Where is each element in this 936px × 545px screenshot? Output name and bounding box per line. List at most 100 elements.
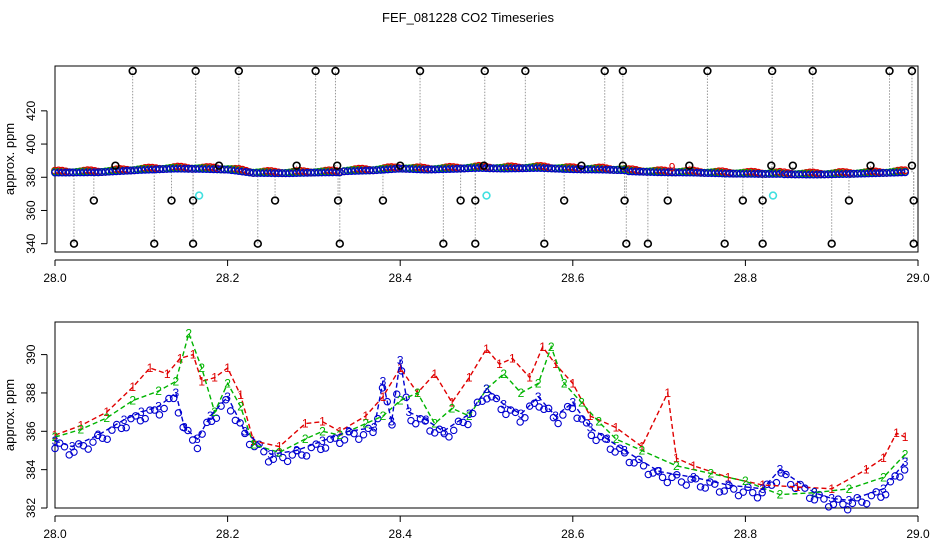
series-2-marker: 2 xyxy=(777,488,784,502)
baseline-point-sensor3 xyxy=(613,166,622,175)
baseline-point-sensor3 xyxy=(460,164,469,173)
sample-point xyxy=(810,496,819,504)
sample-point xyxy=(74,440,83,448)
reference-high-point xyxy=(808,66,817,76)
baseline-point-sensor3 xyxy=(606,165,614,174)
series-3-marker: 3 xyxy=(267,447,274,461)
y-tick-label: 360 xyxy=(24,200,38,220)
sample-point xyxy=(255,440,263,449)
series-1-marker: 1 xyxy=(319,415,326,429)
series-3-marker: 3 xyxy=(345,424,352,438)
series-1-marker: 1 xyxy=(431,367,438,381)
y-tick-label: 382 xyxy=(24,498,38,518)
series-2-marker: 2 xyxy=(708,466,715,480)
reference-bottom-point xyxy=(758,239,767,248)
baseline-point-sensor3 xyxy=(813,170,822,179)
sample-point xyxy=(212,414,221,422)
reference-bottom-point xyxy=(335,239,344,248)
sample-point xyxy=(701,484,710,492)
sample-point xyxy=(84,445,92,453)
series-1-marker: 1 xyxy=(526,371,533,385)
sample-point xyxy=(483,395,491,403)
reference-low-point xyxy=(758,196,767,205)
series-3-marker: 3 xyxy=(388,415,395,429)
series-3-marker: 3 xyxy=(846,493,853,507)
series-2-marker: 2 xyxy=(613,432,620,446)
series-1-marker: 1 xyxy=(164,367,171,381)
baseline-point-sensor3 xyxy=(783,170,792,179)
sample-point xyxy=(464,420,472,429)
sample-point xyxy=(549,413,558,422)
baseline-point-sensor3 xyxy=(842,170,851,178)
sample-point xyxy=(820,495,828,503)
series-line-1 xyxy=(54,345,906,490)
reference-low-point xyxy=(620,196,629,205)
series-2-marker: 2 xyxy=(198,361,205,375)
y-axis-label: approx. ppm xyxy=(2,123,17,195)
reference-low-point xyxy=(333,196,343,205)
reference-mid-point xyxy=(479,161,489,170)
baseline-point-sensor3 xyxy=(456,164,465,173)
baseline-point-sensor3 xyxy=(816,170,825,179)
sample-point xyxy=(340,436,349,444)
sample-point xyxy=(430,429,439,437)
sample-point xyxy=(715,488,724,496)
sample-point xyxy=(312,440,320,448)
x-tick-label: 29.0 xyxy=(906,527,930,540)
sample-point xyxy=(473,398,482,407)
reference-high-point xyxy=(311,66,320,76)
reference-mid-point xyxy=(866,161,875,170)
sample-point xyxy=(435,425,444,434)
series-3-marker: 3 xyxy=(397,353,404,367)
sample-point xyxy=(108,426,116,434)
baseline-point-sensor3 xyxy=(420,165,429,174)
y-tick-label: 384 xyxy=(24,459,38,479)
baseline-point-sensor3 xyxy=(879,169,888,177)
series-3-marker: 3 xyxy=(423,413,430,427)
series-3-marker: 3 xyxy=(172,386,179,400)
baseline-point-sensor3 xyxy=(824,170,833,179)
series-2-marker: 2 xyxy=(319,424,326,438)
reference-mid-point xyxy=(292,161,301,170)
sample-point xyxy=(288,451,297,459)
sample-point xyxy=(141,414,149,423)
sample-point xyxy=(544,404,553,413)
sample-point xyxy=(131,412,140,420)
sample-point xyxy=(734,491,743,500)
series-2-marker: 2 xyxy=(535,376,542,390)
series-2-marker: 2 xyxy=(449,401,456,415)
series-3-marker: 3 xyxy=(500,397,507,411)
series-line-2 xyxy=(54,331,906,496)
series-1-marker: 1 xyxy=(794,480,801,494)
reference-low-point xyxy=(663,196,672,205)
sample-point xyxy=(269,455,278,464)
sample-point xyxy=(359,430,368,439)
sample-point xyxy=(748,488,757,497)
reference-bottom-point xyxy=(909,239,918,248)
sample-point xyxy=(468,409,477,418)
reference-mid-point xyxy=(333,161,342,170)
reference-low-point xyxy=(270,196,280,205)
sample-point xyxy=(663,478,672,487)
reference-high-point xyxy=(885,66,894,76)
reference-high-point xyxy=(703,66,712,76)
sample-point xyxy=(203,418,211,427)
baseline-point-sensor3 xyxy=(798,170,807,179)
series-1-marker: 1 xyxy=(893,426,900,440)
sample-point xyxy=(392,390,401,398)
baseline-point-sensor3 xyxy=(525,164,534,173)
reference-mid-point xyxy=(767,161,776,170)
baseline-point-sensor3 xyxy=(369,166,378,175)
baseline-point-sensor3 xyxy=(518,164,527,173)
baseline-point-sensor3 xyxy=(493,164,502,173)
baseline-point-sensor3 xyxy=(547,164,556,173)
sample-point xyxy=(758,488,766,497)
reference-low-point xyxy=(909,196,918,205)
baseline-point-sensor3 xyxy=(416,165,425,174)
plot-frame xyxy=(54,65,919,253)
reference-bottom-point xyxy=(253,239,263,248)
sample-point xyxy=(682,481,691,489)
baseline-point-sensor3 xyxy=(453,164,461,173)
series-2-marker: 2 xyxy=(880,470,887,484)
